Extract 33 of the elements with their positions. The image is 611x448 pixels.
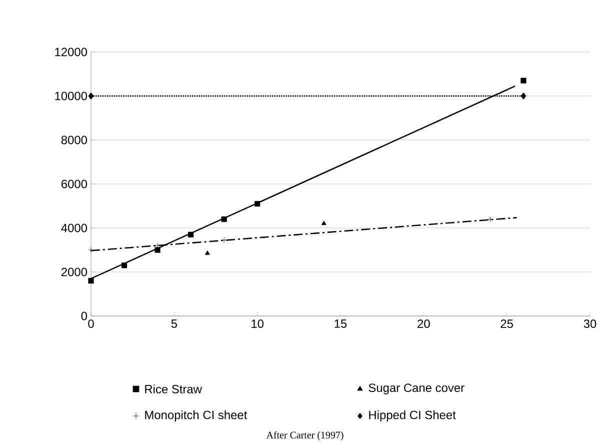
legend-label: Monopitch CI sheet <box>145 410 248 422</box>
point <box>321 220 326 226</box>
point <box>188 232 194 238</box>
y-tick-label: 8000 <box>61 136 88 144</box>
y-tick-label: 6000 <box>62 180 88 188</box>
y-tick-label: 0 <box>81 312 88 320</box>
point <box>88 92 94 100</box>
point <box>88 278 94 284</box>
x-tick-label: 15 <box>334 320 347 328</box>
x-tick-label: 10 <box>252 320 264 328</box>
y-tick-label: 10000 <box>55 92 88 100</box>
x-tick-label: 20 <box>418 320 430 328</box>
point <box>154 247 160 253</box>
point <box>121 262 128 268</box>
x-tick-label: 25 <box>500 320 513 328</box>
x-tick-label: 0 <box>88 320 94 328</box>
point <box>205 250 210 255</box>
legend-label: Rice Straw <box>145 384 202 394</box>
point <box>221 216 227 222</box>
y-tick-label: 12000 <box>55 48 88 56</box>
point <box>520 78 526 84</box>
y-tick-label: 2000 <box>61 268 88 276</box>
point <box>487 216 493 222</box>
point <box>88 247 94 253</box>
point <box>221 237 227 243</box>
x-tick-label: 5 <box>171 320 177 328</box>
text: After Carter (1997) <box>266 431 344 440</box>
y-tick-label: 4000 <box>61 224 88 232</box>
legend-label: Hipped CI Sheet <box>369 410 456 422</box>
point <box>254 200 260 207</box>
x-tick-label: 30 <box>584 320 596 328</box>
legend-label: Sugar Cane cover <box>368 384 464 394</box>
point <box>520 92 526 100</box>
